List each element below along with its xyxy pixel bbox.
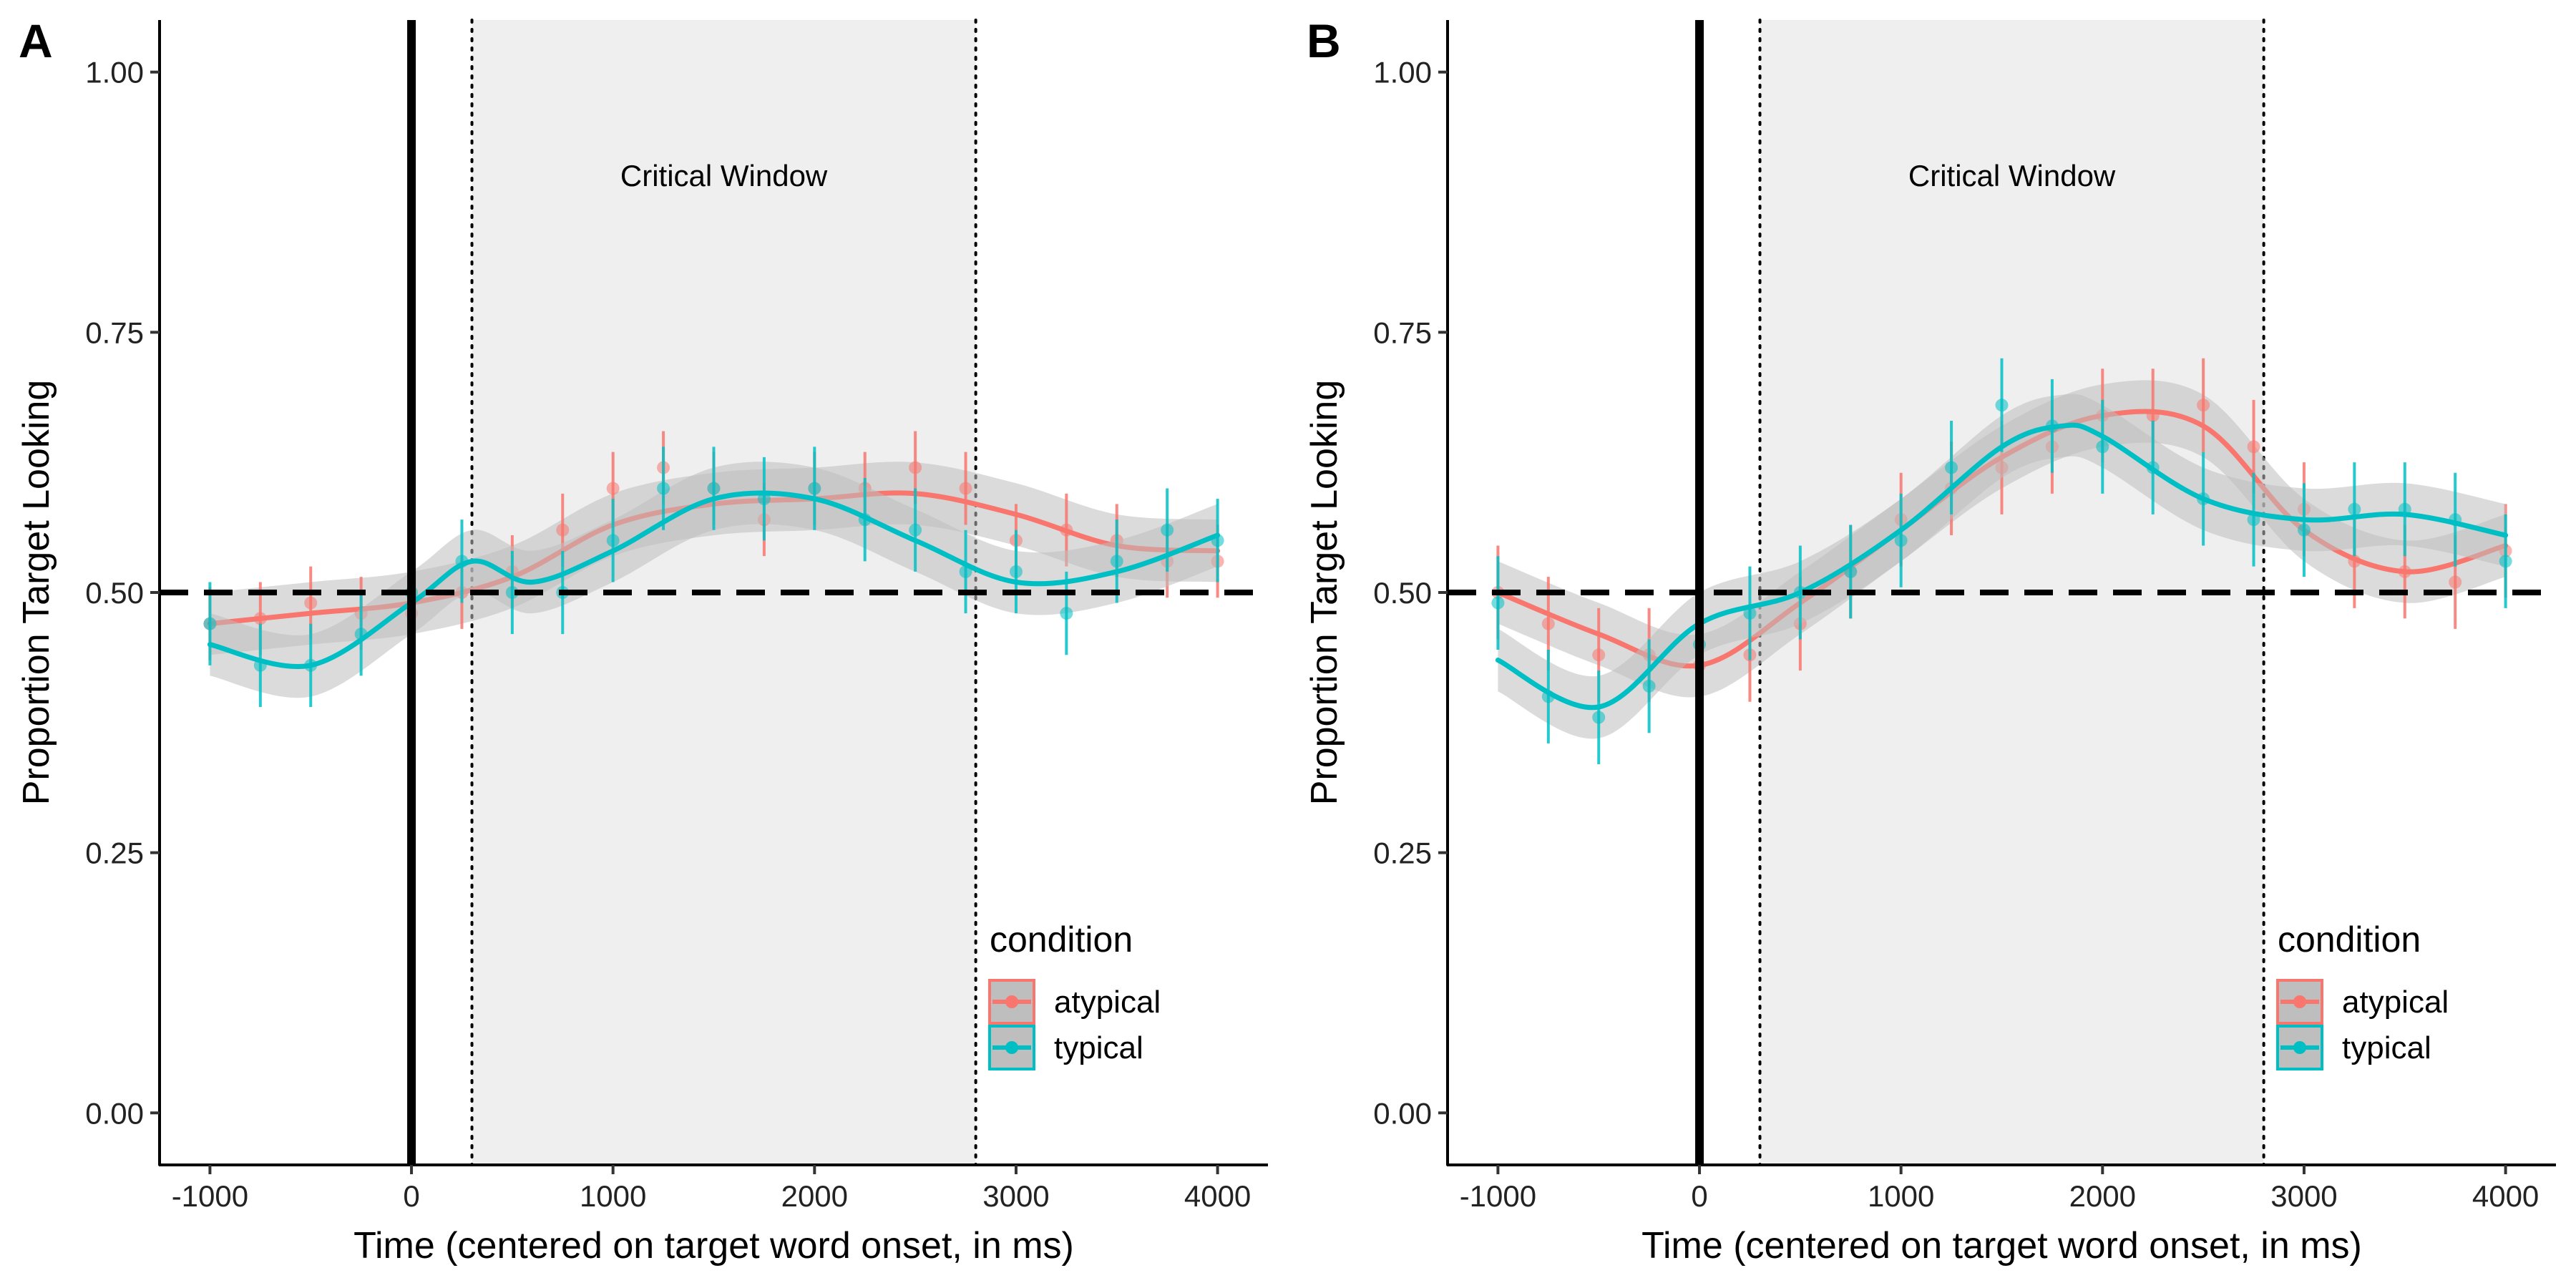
legend-key-point xyxy=(2293,1041,2306,1054)
x-tick-label: 1000 xyxy=(1868,1179,1934,1213)
series-typical-point xyxy=(1592,711,1606,724)
panel-a: Critical Window 0.00 0.25 0.50 0.75 1.00 -1000… xyxy=(16,14,1268,1267)
panel-label: B xyxy=(1307,14,1341,67)
series-typical-smooth-line xyxy=(1495,422,2509,711)
series-typical-point xyxy=(1161,523,1174,537)
series-atypical-point xyxy=(909,461,922,474)
legend-label-atypical: atypical xyxy=(2342,985,2449,1020)
x-tick-label: 2000 xyxy=(781,1179,848,1213)
series-typical-smooth-line xyxy=(207,490,1221,669)
series-typical-point xyxy=(909,523,922,537)
critical-window-label: Critical Window xyxy=(620,159,828,192)
y-axis-title: Proportion Target Looking xyxy=(1304,380,1345,806)
x-tick-label: 2000 xyxy=(2069,1179,2136,1213)
legend-key-point xyxy=(1005,995,1018,1008)
series-atypical-point xyxy=(959,482,972,495)
series-atypical-point xyxy=(2197,399,2210,412)
critical-window-label: Critical Window xyxy=(1908,159,2116,192)
series-typical-point xyxy=(1894,534,1908,547)
x-tick-label: 3000 xyxy=(2270,1179,2337,1213)
series-typical-point xyxy=(1110,555,1123,568)
series-atypical-point xyxy=(1541,617,1555,630)
series-typical-point xyxy=(1642,679,1656,693)
series-typical-point xyxy=(1060,607,1073,620)
y-tick-label: 0.25 xyxy=(85,836,144,870)
series-typical-point xyxy=(2297,523,2311,537)
legend: condition atypical typical xyxy=(988,919,1161,1070)
series-typical-point xyxy=(808,482,821,495)
x-tick-label: 0 xyxy=(1691,1179,1707,1213)
y-tick-label: 1.00 xyxy=(85,56,144,89)
legend-title: condition xyxy=(2278,919,2421,960)
x-axis-title: Time (centered on target word onset, in … xyxy=(353,1225,1074,1267)
legend-key-typical xyxy=(988,1025,1035,1070)
legend-title: condition xyxy=(990,919,1133,960)
x-tick-label: 1000 xyxy=(580,1179,646,1213)
x-tick-label: 0 xyxy=(403,1179,419,1213)
x-tick-label: 4000 xyxy=(1184,1179,1251,1213)
series-typical-point xyxy=(1945,461,1958,474)
legend-key-atypical xyxy=(2276,979,2323,1025)
panel-label: A xyxy=(19,14,53,67)
x-tick-label: -1000 xyxy=(172,1179,248,1213)
y-axis-title: Proportion Target Looking xyxy=(16,380,57,806)
y-tick-label: 0.00 xyxy=(1373,1096,1432,1130)
legend-label-typical: typical xyxy=(2342,1030,2431,1065)
series-typical-point xyxy=(2096,440,2109,454)
legend: condition atypical typical xyxy=(2276,919,2449,1070)
y-tick-label: 0.75 xyxy=(1373,316,1432,349)
series-atypical-point xyxy=(606,482,620,495)
x-tick-label: 3000 xyxy=(982,1179,1049,1213)
series-typical-point xyxy=(657,482,670,495)
series-typical-point xyxy=(1743,607,1757,620)
legend-key-point xyxy=(1005,1041,1018,1054)
y-tick-label: 0.25 xyxy=(1373,836,1432,870)
series-typical-point xyxy=(2348,502,2361,516)
x-tick-label: 4000 xyxy=(2472,1179,2539,1213)
series-typical-point xyxy=(2499,555,2512,568)
y-tick-label: 1.00 xyxy=(1373,56,1432,89)
legend-key-typical xyxy=(2276,1025,2323,1070)
legend-label-atypical: atypical xyxy=(1054,985,1161,1020)
series-typical-point xyxy=(203,617,217,630)
series-typical-point xyxy=(707,482,721,495)
y-tick-label: 0.00 xyxy=(85,1096,144,1130)
series-atypical-point xyxy=(556,523,570,537)
y-tick-label: 0.50 xyxy=(1373,576,1432,610)
series-typical-point xyxy=(606,534,620,547)
x-tick-label: -1000 xyxy=(1460,1179,1536,1213)
y-tick-label: 0.50 xyxy=(85,576,144,610)
series-typical-point xyxy=(1995,399,2009,412)
y-tick-label: 0.75 xyxy=(85,316,144,349)
series-typical-point xyxy=(1491,596,1505,610)
x-axis-title: Time (centered on target word onset, in … xyxy=(1641,1225,2362,1267)
legend-key-atypical xyxy=(988,979,1035,1025)
series-atypical-point xyxy=(2449,575,2462,589)
series-typical-point xyxy=(1009,565,1023,578)
series-typical-point xyxy=(505,586,519,599)
series-atypical-point xyxy=(304,596,318,610)
series-atypical-point xyxy=(1592,648,1606,662)
legend-key-point xyxy=(2293,995,2306,1008)
panel-b: Critical Window 0.00 0.25 0.50 0.75 1.00 -1000… xyxy=(1304,14,2556,1267)
series-atypical-point xyxy=(2247,440,2260,454)
legend-label-typical: typical xyxy=(1054,1030,1143,1065)
